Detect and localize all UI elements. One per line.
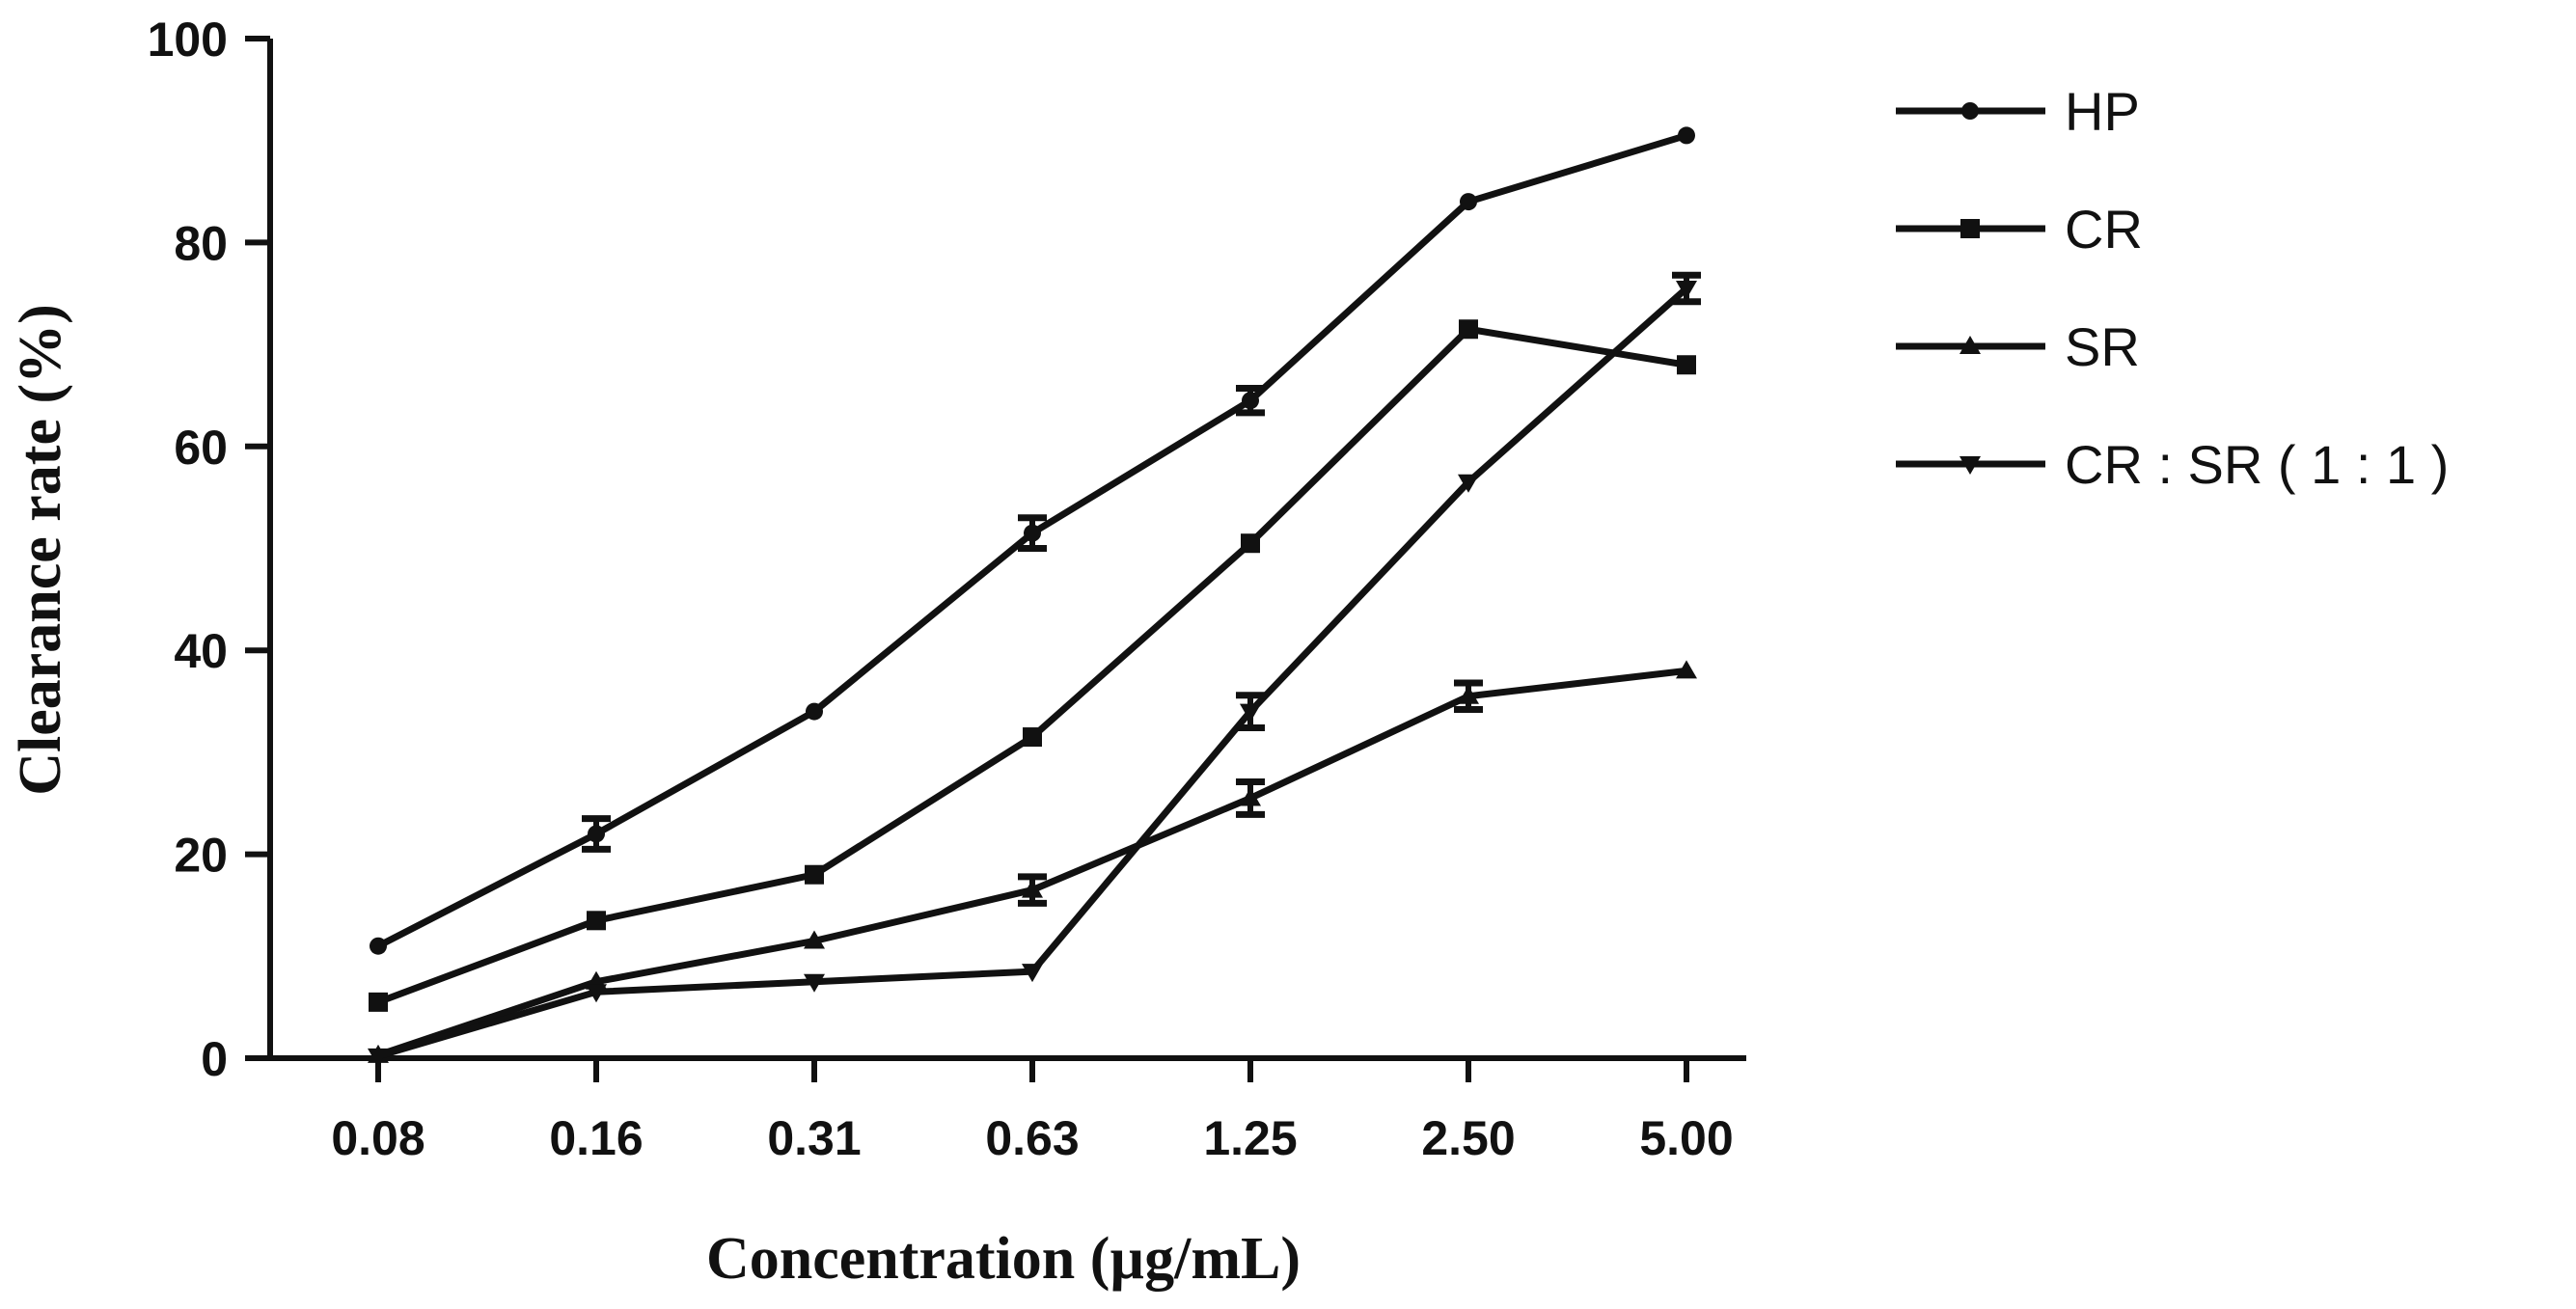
x-tick-label: 0.31 <box>767 1111 861 1165</box>
x-tick-label: 0.63 <box>985 1111 1079 1165</box>
y-tick-label: 100 <box>148 13 228 67</box>
data-point <box>1676 660 1697 679</box>
legend-label: SR <box>2065 316 2140 377</box>
legend-item-1: CR <box>1896 199 2143 259</box>
data-point <box>806 702 823 721</box>
data-point <box>368 1048 389 1067</box>
data-point <box>588 825 605 843</box>
data-point <box>369 992 388 1012</box>
data-point <box>1459 319 1478 340</box>
legend: HP CR SR CR : SR ( 1 : 1 ) <box>1896 81 2449 495</box>
axes <box>267 39 1746 1061</box>
legend-marker <box>1959 456 1981 475</box>
data-point <box>586 984 607 1003</box>
data-point <box>804 973 825 993</box>
data-point <box>587 911 606 931</box>
series-line <box>377 286 1689 1060</box>
data-point <box>1024 524 1041 542</box>
data-point <box>1458 474 1479 493</box>
data-point <box>804 930 825 949</box>
data-point <box>1678 126 1695 145</box>
x-ticks: 0.08 0.16 0.31 0.63 1.25 2.50 5.00 <box>331 1058 1734 1165</box>
x-tick-label: 0.08 <box>331 1111 425 1165</box>
series-1 <box>369 319 1696 1012</box>
legend-marker <box>1961 102 1979 120</box>
data-point <box>1022 879 1043 898</box>
x-tick-label: 0.16 <box>549 1111 643 1165</box>
data-point <box>1240 787 1261 806</box>
x-tick-label: 1.25 <box>1203 1111 1297 1165</box>
y-tick-label: 40 <box>174 624 228 678</box>
y-axis-title: Clearance rate (%) <box>8 304 73 796</box>
data-point <box>1241 533 1260 554</box>
legend-marker <box>1960 219 1980 238</box>
x-tick-label: 5.00 <box>1639 1111 1733 1165</box>
data-point <box>1022 964 1043 983</box>
legend-label: HP <box>2065 81 2140 142</box>
y-ticks: 0 20 40 60 80 100 <box>148 13 270 1086</box>
legend-item-0: HP <box>1896 81 2140 142</box>
series-3 <box>368 271 1701 1067</box>
legend-marker <box>1959 336 1981 354</box>
y-tick-label: 60 <box>174 421 228 475</box>
legend-item-2: SR <box>1896 316 2140 377</box>
data-point <box>1242 392 1259 410</box>
legend-item-3: CR : SR ( 1 : 1 ) <box>1896 434 2449 495</box>
data-point <box>1677 355 1696 375</box>
legend-label: CR <box>2065 199 2143 259</box>
data-point <box>1240 703 1261 723</box>
data-point <box>370 937 387 955</box>
data-point <box>1458 685 1479 704</box>
series-layer <box>368 126 1701 1067</box>
series-0 <box>370 126 1695 955</box>
data-point <box>1460 193 1477 211</box>
data-point <box>805 864 824 885</box>
y-tick-label: 20 <box>174 829 228 883</box>
x-tick-label: 2.50 <box>1421 1111 1515 1165</box>
legend-label: CR : SR ( 1 : 1 ) <box>2065 434 2449 495</box>
y-tick-label: 0 <box>201 1032 228 1086</box>
data-point <box>1023 727 1042 748</box>
x-axis-title: Concentration (µg/mL) <box>706 1226 1301 1292</box>
y-tick-label: 80 <box>174 216 228 270</box>
data-point <box>1676 280 1697 299</box>
